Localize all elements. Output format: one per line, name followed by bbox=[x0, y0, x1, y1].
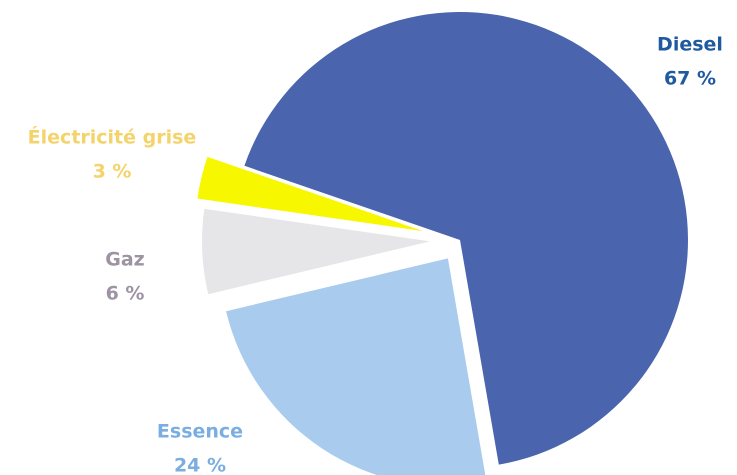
slice-value-label: 67 % bbox=[664, 68, 716, 90]
pie-slice bbox=[244, 11, 689, 465]
slice-value-label: 3 % bbox=[93, 161, 132, 183]
slice-value-label: 6 % bbox=[106, 283, 145, 305]
slice-label: Gaz bbox=[105, 249, 144, 271]
slice-value-label: 24 % bbox=[174, 455, 226, 475]
pie-slice bbox=[197, 156, 424, 232]
pie-slice bbox=[226, 258, 486, 475]
pie-slice bbox=[202, 208, 431, 295]
slice-label: Diesel bbox=[657, 34, 723, 56]
slice-label: Électricité grise bbox=[28, 126, 197, 149]
slice-label: Essence bbox=[157, 421, 243, 443]
